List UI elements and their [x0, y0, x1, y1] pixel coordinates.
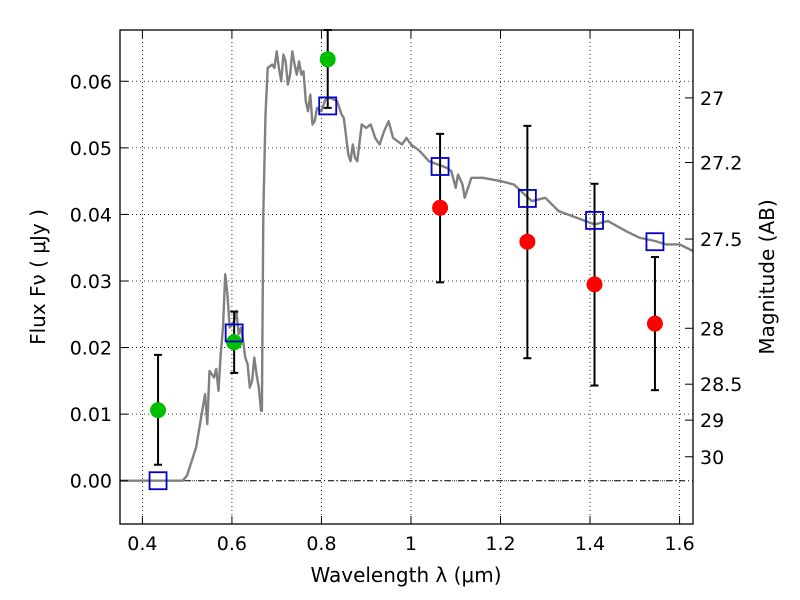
- model-point: [148, 471, 168, 491]
- x-tick-label: 1.2: [485, 533, 515, 555]
- x-tick-label: 1: [405, 533, 417, 555]
- y-tick-label: 0.00: [70, 471, 112, 493]
- right-tick-label: 27.2: [700, 152, 742, 174]
- y-tick-label: 0.06: [70, 71, 112, 93]
- data-point: [319, 51, 336, 68]
- right-tick-labels: 27 27.2 27.5 28 28.5 29 30: [700, 88, 742, 469]
- model-point: [318, 96, 338, 116]
- x-tick-label: 0.6: [217, 533, 247, 555]
- data-markers: [148, 51, 665, 491]
- x-tick-label: 1.4: [575, 533, 605, 555]
- data-point: [519, 233, 536, 250]
- right-tick-label: 30: [700, 447, 724, 469]
- y-axis-label: Flux Fν ( μJy ): [26, 209, 50, 345]
- x-tick-labels: 0.4 0.6 0.8 1 1.2 1.4 1.6: [127, 533, 694, 555]
- model-point: [585, 211, 604, 230]
- right-axis-label: Magnitude (AB): [755, 199, 779, 354]
- model-point: [517, 189, 537, 208]
- x-tick-label: 0.8: [306, 533, 336, 555]
- y-tick-label: 0.01: [70, 404, 112, 426]
- x-tick-label: 0.4: [127, 533, 157, 555]
- model-point: [430, 157, 450, 176]
- y-tick-label: 0.04: [70, 204, 112, 226]
- x-axis-label: Wavelength λ (μm): [310, 563, 501, 587]
- data-point: [432, 199, 449, 216]
- model-point: [645, 232, 665, 252]
- spectrum-line: [120, 50, 694, 482]
- x-tick-label: 1.6: [664, 533, 694, 555]
- data-point: [586, 276, 603, 293]
- y-tick-label: 0.05: [70, 138, 112, 160]
- y-tick-labels: 0.00 0.01 0.02 0.03 0.04 0.05 0.06: [70, 71, 112, 492]
- model-point: [224, 323, 244, 343]
- right-tick-label: 27.5: [700, 229, 742, 251]
- model-spectrum: [120, 50, 694, 482]
- right-tick-label: 29: [700, 410, 724, 432]
- axis-ticks: [120, 30, 693, 524]
- plot-background: [120, 30, 693, 524]
- plot-frame: [119, 29, 694, 525]
- data-point: [646, 315, 663, 332]
- y-tick-label: 0.02: [70, 338, 112, 360]
- right-tick-label: 28.5: [700, 374, 742, 396]
- right-tick-label: 27: [700, 88, 724, 110]
- right-tick-label: 28: [700, 318, 724, 340]
- data-point: [150, 402, 167, 419]
- y-tick-label: 0.03: [70, 271, 112, 293]
